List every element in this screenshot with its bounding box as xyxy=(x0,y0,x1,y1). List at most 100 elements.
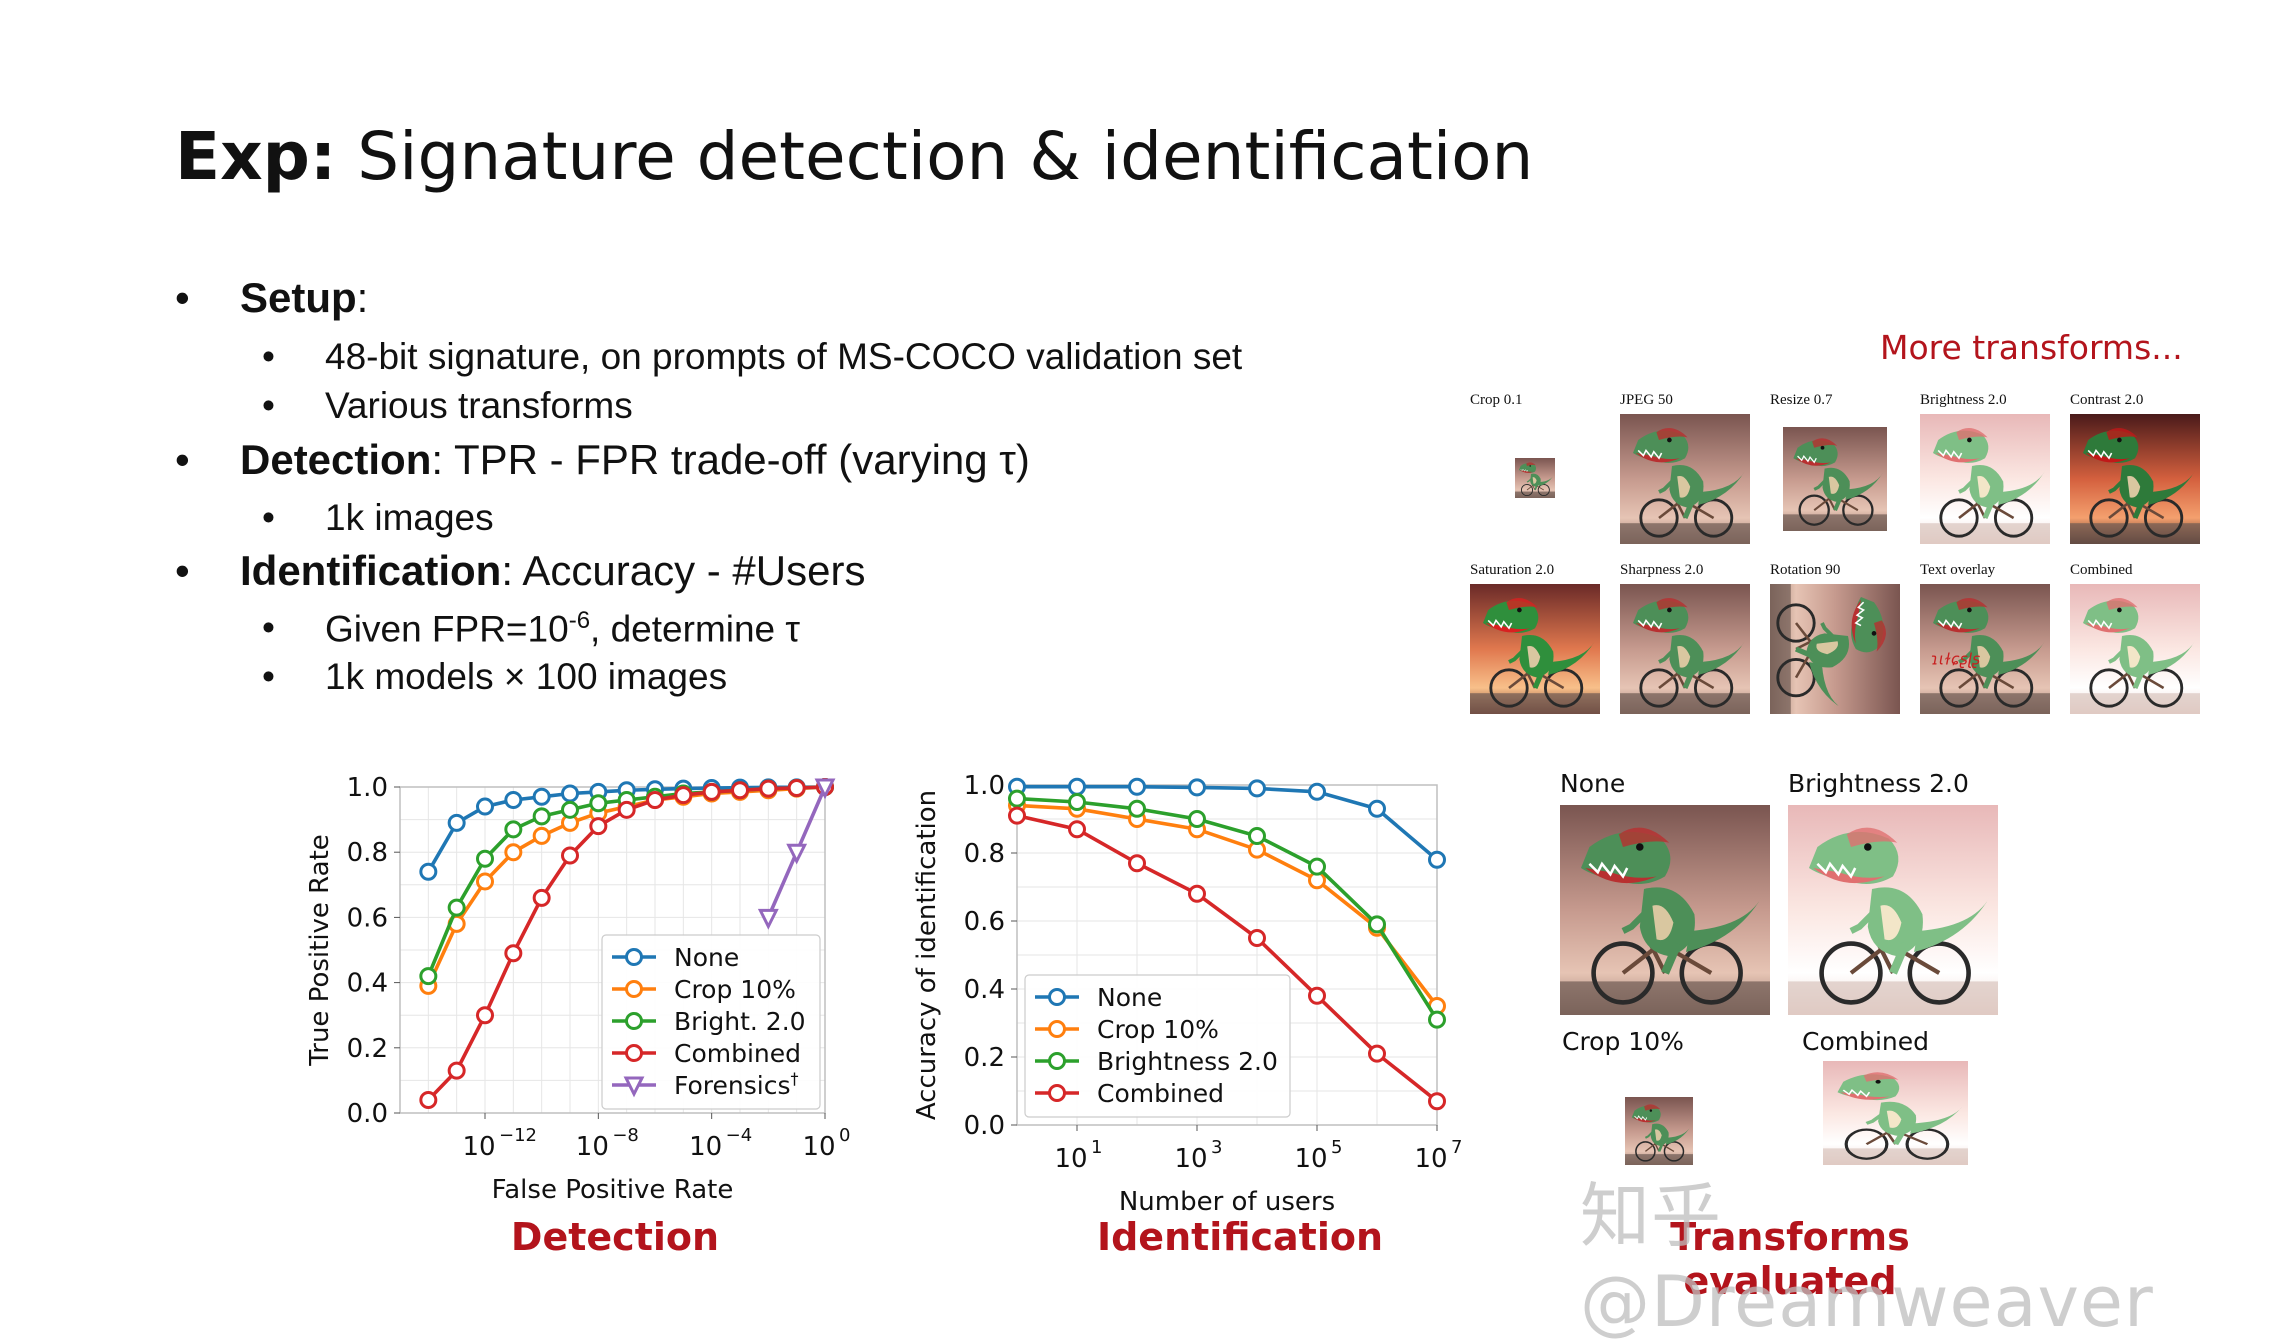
bicycle-wheel xyxy=(1639,668,1679,708)
dino-eye xyxy=(1529,465,1531,467)
data-point xyxy=(1068,777,1086,796)
image-ground xyxy=(1620,523,1750,544)
data-point xyxy=(757,908,779,930)
dino-tail xyxy=(1539,475,1554,486)
y-tick-label: 0.6 xyxy=(964,907,1005,937)
data-point xyxy=(561,846,579,865)
x-tick-label: 10 xyxy=(802,1132,835,1162)
legend-label: Forensics† xyxy=(674,1069,798,1100)
bullet-setup: Setup: xyxy=(240,274,369,321)
bicycle-wheel xyxy=(1537,483,1550,497)
dino-leg xyxy=(1657,1141,1665,1152)
bicycle-wheel xyxy=(2143,498,2184,538)
watermark: 知乎 @Dreamweaver xyxy=(1580,1175,2154,1343)
dino-teeth xyxy=(1520,468,1529,473)
dino-head xyxy=(2083,430,2139,463)
series-forensics xyxy=(757,778,836,930)
data-point xyxy=(731,781,749,800)
thumbnail-label: JPEG 50 xyxy=(1620,392,1673,408)
x-tick-exponent: 5 xyxy=(1331,1137,1342,1158)
dino-crest xyxy=(1874,620,1886,652)
x-tick-exponent: 7 xyxy=(1451,1137,1462,1158)
x-tick-exponent: −12 xyxy=(499,1125,537,1146)
y-axis-label: True Positive Rate xyxy=(305,834,335,1067)
dino-teeth xyxy=(1816,861,1857,879)
dino-leg xyxy=(1833,494,1844,512)
dino-crest xyxy=(1956,598,1988,610)
y-tick-label: 0.8 xyxy=(964,839,1005,869)
data-point xyxy=(476,1006,494,1025)
dino-image xyxy=(2070,584,2200,714)
bullet-dot: • xyxy=(262,656,275,697)
legend-label: Crop 10% xyxy=(674,975,796,1004)
dino-teeth xyxy=(2087,448,2113,460)
data-point xyxy=(786,843,808,865)
series-brightness-2-0 xyxy=(1008,789,1446,1029)
transform-thumbnail: Crop 0.1 xyxy=(1470,390,1620,560)
bicycle-wheel xyxy=(1905,1128,1950,1160)
bullet-dot: • xyxy=(262,336,275,377)
dino-eye xyxy=(1820,445,1825,450)
data-point xyxy=(532,807,551,826)
bicycle-wheel xyxy=(1693,498,1734,538)
dino-arm xyxy=(1621,907,1651,934)
bullet-detection: Detection: TPR - FPR trade-off (varying … xyxy=(240,436,1030,484)
dino-teeth xyxy=(1588,861,1629,879)
data-point xyxy=(589,817,608,836)
dino-crest xyxy=(1506,598,1538,610)
detection-label: Detection xyxy=(240,436,432,483)
legend-marker xyxy=(625,1044,643,1062)
dino-teeth xyxy=(1487,618,1513,630)
dino-belly xyxy=(1886,1110,1902,1128)
data-point xyxy=(1008,806,1026,825)
y-tick-label: 0.6 xyxy=(347,903,388,933)
data-point xyxy=(561,800,579,819)
transform-thumbnail: Text overlay ɿɩɫɕʂɭʂ xyxy=(1920,560,2070,730)
bicycle-wheel xyxy=(1635,1141,1656,1162)
ident-item1-post: , determine τ xyxy=(590,608,801,650)
legend-label: Crop 10% xyxy=(1097,1015,1219,1044)
data-point xyxy=(787,778,806,797)
data-point xyxy=(1308,857,1326,876)
legend-box xyxy=(1024,974,1291,1118)
legend-marker xyxy=(625,980,643,998)
data-point xyxy=(1308,986,1326,1005)
dino-leg xyxy=(1794,646,1816,660)
dino-arm xyxy=(1644,1130,1655,1139)
dino-teeth xyxy=(1842,1088,1871,1098)
dino-tail xyxy=(1809,662,1843,709)
legend-box xyxy=(601,934,821,1110)
dino-tail xyxy=(1665,1126,1691,1145)
identification-text: : Accuracy - #Users xyxy=(501,547,866,594)
dino-teeth xyxy=(1637,618,1663,630)
series-line xyxy=(1016,813,1439,1103)
bicycle-wheel xyxy=(1939,498,1979,538)
data-point xyxy=(504,944,523,963)
dino-image xyxy=(1823,1061,1968,1165)
dino-crest xyxy=(1863,1072,1899,1082)
bullet-dot: • xyxy=(175,436,190,483)
dino-image xyxy=(1620,584,1750,714)
ident-item-models: 1k models × 100 images xyxy=(325,656,728,697)
data-point xyxy=(1368,1044,1386,1063)
dino-image xyxy=(1920,414,2050,544)
data-point xyxy=(1428,850,1446,869)
dino-belly xyxy=(1527,645,1541,668)
legend-label: Combined xyxy=(674,1039,801,1068)
bicycle-wheel xyxy=(1798,494,1830,526)
legend-label: Combined xyxy=(1097,1079,1224,1108)
more-transforms-label: More transforms... xyxy=(1880,328,2183,367)
data-point xyxy=(814,778,836,800)
data-point xyxy=(1248,779,1266,798)
dino-tail xyxy=(2148,471,2195,505)
dino-eye xyxy=(1875,1079,1881,1084)
data-point xyxy=(1008,789,1026,808)
x-tick-exponent: 3 xyxy=(1211,1137,1222,1158)
x-axis-label: Number of users xyxy=(1119,1187,1335,1217)
bicycle-wheel xyxy=(1844,1128,1889,1160)
dino-image xyxy=(1560,805,1770,1015)
data-point xyxy=(1428,1092,1446,1111)
y-tick-label: 0.0 xyxy=(964,1111,1005,1141)
data-point xyxy=(476,797,494,816)
dino-crest xyxy=(1846,827,1898,847)
